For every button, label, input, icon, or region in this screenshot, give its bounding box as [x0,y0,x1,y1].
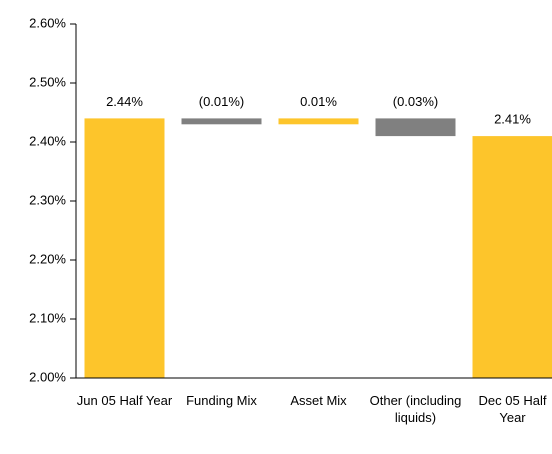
y-tick-label: 2.30% [29,192,66,207]
y-tick-label: 2.50% [29,74,66,89]
value-label: 0.01% [300,94,337,109]
y-tick-label: 2.20% [29,251,66,266]
bar [84,118,165,379]
x-tick-label: Dec 05 Half Year [478,393,547,425]
bar [472,136,552,378]
y-tick-label: 2.00% [29,369,66,384]
value-label: 2.44% [106,94,143,109]
x-tick-label: Funding Mix [186,393,257,408]
x-tick-label: Jun 05 Half Year [76,393,173,408]
y-tick-label: 2.60% [29,15,66,30]
bar [181,118,262,125]
value-label: 2.41% [494,112,531,127]
bar [278,118,359,125]
value-label: (0.01%) [199,94,245,109]
y-tick-label: 2.40% [29,133,66,148]
x-tick-label: Other (including liquids) [369,393,462,425]
x-tick-label: Asset Mix [290,393,347,408]
value-label: (0.03%) [393,94,439,109]
bar [375,118,456,137]
y-tick-label: 2.10% [29,310,66,325]
